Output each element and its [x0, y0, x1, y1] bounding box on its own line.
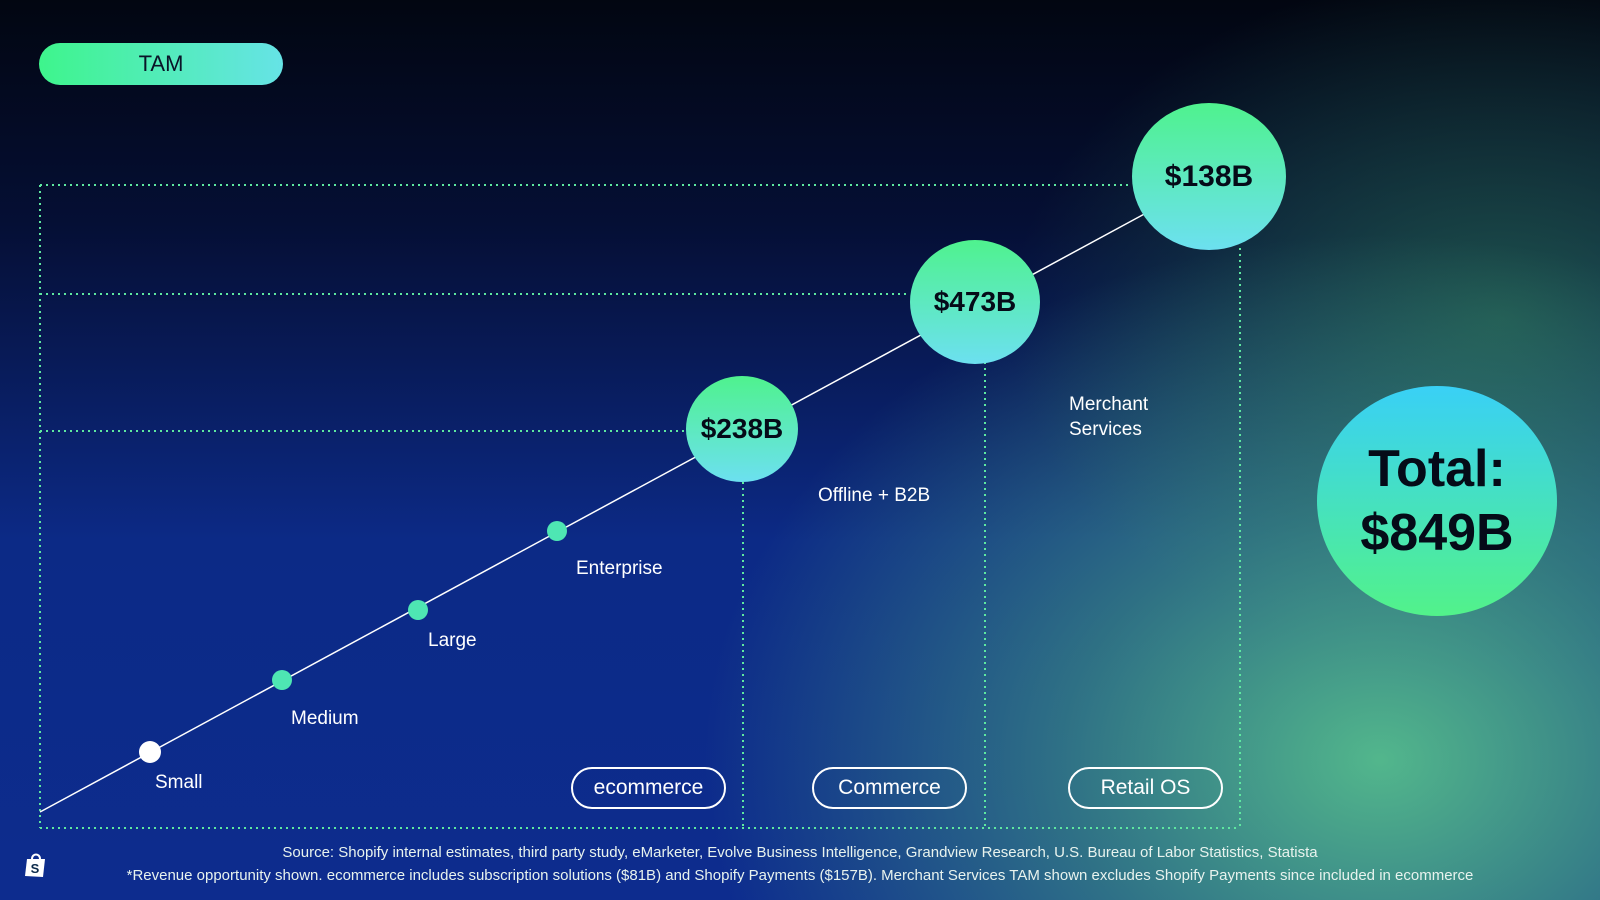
segment-commerce-label: Commerce — [838, 776, 941, 799]
bubble-238b: $238B — [686, 376, 798, 482]
area-label-offline-b2b: Offline + B2B — [818, 485, 931, 506]
total-bubble: Total: $849B — [1317, 386, 1557, 616]
dot-small — [139, 741, 161, 763]
footer-source: Source: Shopify internal estimates, thir… — [282, 844, 1318, 861]
segment-ecommerce: ecommerce — [571, 767, 726, 809]
area-label-merchant-services: Merchant Services — [1069, 392, 1148, 442]
stage-label-enterprise: Enterprise — [576, 558, 663, 579]
bubble-473b-value: $473B — [933, 286, 1017, 317]
segment-commerce: Commerce — [812, 767, 967, 809]
total-label: Total: — [1368, 440, 1506, 498]
bubble-138b-value: $138B — [1164, 159, 1254, 193]
dot-medium — [272, 670, 292, 690]
bubble-138b: $138B — [1132, 103, 1286, 250]
tam-tag-label: TAM — [138, 51, 184, 76]
area-label-merchant-line1: Merchant — [1069, 394, 1149, 415]
segment-ecommerce-label: ecommerce — [593, 776, 704, 799]
stage-label-medium: Medium — [291, 708, 359, 729]
segment-retail-os-label: Retail OS — [1100, 776, 1191, 799]
shopify-bag-icon: S — [25, 853, 45, 877]
stage-label-large: Large — [428, 630, 477, 651]
footer-note: *Revenue opportunity shown. ecommerce in… — [126, 867, 1474, 884]
total-value: $849B — [1360, 504, 1514, 562]
stage-label-small: Small — [155, 772, 203, 793]
svg-text:S: S — [31, 861, 40, 876]
segment-retail-os: Retail OS — [1068, 767, 1223, 809]
area-label-merchant-line2: Services — [1069, 419, 1142, 440]
dot-enterprise — [547, 521, 567, 541]
bubble-473b: $473B — [910, 240, 1040, 364]
bubble-238b-value: $238B — [700, 413, 784, 444]
dot-large — [408, 600, 428, 620]
tam-tag: TAM — [39, 43, 283, 85]
